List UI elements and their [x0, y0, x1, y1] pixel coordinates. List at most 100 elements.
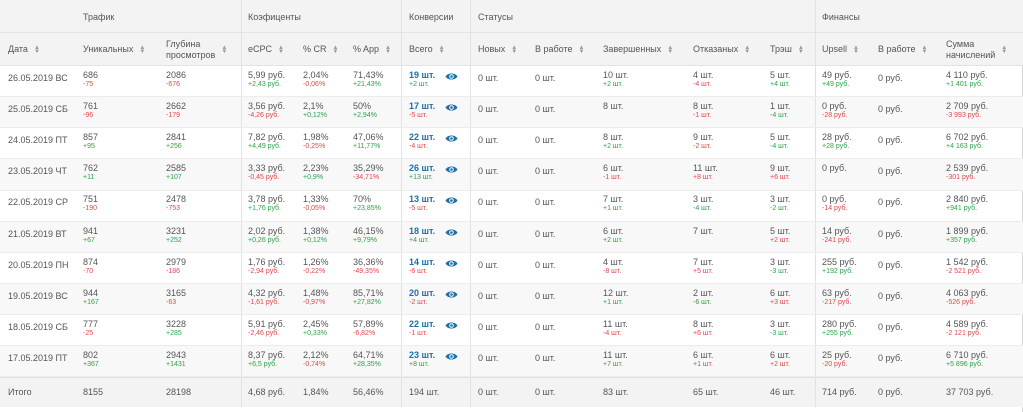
group-statuses: Статусы [478, 12, 513, 22]
cell-upsell: 0 руб. [822, 163, 847, 174]
group-finance: Финансы [822, 12, 860, 22]
cell-app: 70% [353, 194, 372, 205]
cell-app-delta: +11,77% [353, 143, 381, 151]
cell-trash-delta: +2 шт. [770, 236, 790, 244]
eye-icon[interactable] [445, 321, 458, 330]
sort-arrows-icon[interactable]: ▲ ▼ [853, 44, 859, 55]
col-in-work[interactable]: В работе ▲ ▼ [535, 44, 585, 55]
eye-icon[interactable] [445, 352, 458, 361]
cell-cr-delta: -0,06% [303, 81, 326, 88]
cell-app: 71,43% [353, 70, 384, 80]
sort-arrows-icon[interactable]: ▲ ▼ [221, 44, 228, 55]
cell-ecpc: 3,78 руб. [248, 194, 286, 205]
cell-total[interactable]: 13 шт. [409, 194, 436, 205]
cell-total[interactable]: 14 шт. [409, 256, 436, 267]
sort-arrows-icon[interactable]: ▲ ▼ [332, 44, 339, 55]
eye-icon[interactable] [445, 228, 458, 237]
cell-unique: 944 [83, 287, 99, 298]
sort-arrows-icon[interactable]: ▲ ▼ [797, 44, 804, 55]
eye-icon[interactable] [445, 103, 458, 112]
cell-ecpc-delta: -2,94 руб. [248, 267, 280, 275]
col-app[interactable]: % App ▲ ▼ [353, 44, 391, 55]
cell-done-delta: -8 шт. [603, 267, 622, 275]
cell-total[interactable]: 23 шт. [409, 349, 436, 360]
eye-icon[interactable] [445, 165, 458, 174]
sort-arrows-icon[interactable]: ▲ ▼ [1001, 44, 1008, 55]
col-upsell[interactable]: Upsell ▲ ▼ [822, 44, 859, 55]
sort-arrows-icon[interactable]: ▲ ▼ [385, 44, 391, 55]
cell-total[interactable]: 22 шт. [409, 318, 436, 329]
col-unique[interactable]: Уникальных ▲ ▼ [83, 44, 146, 55]
sort-arrows-icon[interactable]: ▲ ▼ [744, 44, 751, 55]
cell-sum: 2 709 руб. [946, 101, 989, 112]
cell-ecpc: 5,99 руб. [248, 70, 286, 80]
cell-fin-in-work: 0 руб. [878, 197, 903, 208]
cell-upsell: 0 руб. [822, 194, 847, 205]
cell-ecpc: 8,37 руб. [248, 349, 286, 360]
sort-arrows-icon[interactable]: ▲ ▼ [139, 44, 146, 55]
col-rejected[interactable]: Отказаных ▲ ▼ [693, 44, 751, 55]
col-depth[interactable]: Глубина просмотров ▲ ▼ [166, 38, 228, 60]
cell-total[interactable]: 18 шт. [409, 225, 436, 236]
cell-total[interactable]: 17 шт. [409, 101, 436, 112]
sort-arrows-icon[interactable]: ▲ ▼ [511, 44, 518, 55]
cell-in-work: 0 шт. [535, 73, 556, 83]
sort-arrows-icon[interactable]: ▲ ▼ [278, 44, 284, 55]
cell-date: 24.05.2019 ПТ [8, 135, 68, 146]
cell-total[interactable]: 19 шт. [409, 70, 436, 80]
cell-rejected: 2 шт. [693, 287, 714, 298]
cell-fin-in-work: 0 руб. [878, 166, 903, 177]
cell-total-delta: -5 шт. [409, 205, 428, 213]
cell-depth-delta: +256 [166, 143, 182, 151]
table-row: 18.05.2019 СБ 777 -25 3228 +285 5,91 руб. -2,4… [0, 314, 1023, 347]
cell-total-delta: +4 шт. [409, 236, 429, 244]
col-cr[interactable]: % CR ▲ ▼ [303, 44, 339, 55]
cell-total[interactable]: 26 шт. [409, 163, 436, 174]
sort-arrows-icon[interactable]: ▲ ▼ [921, 44, 928, 55]
cell-app-delta: -6,82% [353, 329, 376, 337]
cell-unique-delta: +167 [83, 298, 99, 306]
table-row: 20.05.2019 ПН 874 -70 2979 -186 1,76 руб. -2,9… [0, 252, 1023, 284]
cell-fin-in-work: 0 руб. [878, 352, 903, 363]
table-row: 24.05.2019 ПТ 857 +95 2841 +256 7,82 руб. +4,4… [0, 128, 1023, 160]
cell-unique: 777 [83, 318, 99, 329]
cell-depth-delta: +107 [166, 174, 182, 182]
sort-arrows-icon[interactable]: ▲ ▼ [667, 44, 674, 55]
cell-depth-delta: -186 [166, 267, 181, 275]
eye-icon[interactable] [445, 134, 458, 143]
cell-date: 19.05.2019 ВС [8, 290, 68, 301]
cell-done: 10 шт. [603, 70, 629, 80]
cell-date: 25.05.2019 СБ [8, 104, 68, 115]
cell-rejected: 6 шт. [693, 349, 714, 360]
cell-app-delta: +2,94% [353, 112, 377, 120]
cell-total[interactable]: 22 шт. [409, 132, 436, 143]
cell-trash-delta: -3 шт. [770, 329, 789, 337]
col-ecpc[interactable]: eCPC ▲ ▼ [248, 44, 284, 55]
col-sum[interactable]: Сумма начислений ▲ ▼ [946, 38, 1008, 60]
eye-icon[interactable] [445, 290, 458, 299]
cell-unique: 762 [83, 163, 99, 174]
sort-arrows-icon[interactable]: ▲ ▼ [578, 44, 585, 55]
cell-app-delta: +9,79% [353, 236, 377, 244]
col-date[interactable]: Дата ▲ ▼ [8, 44, 40, 55]
cell-fin-in-work: 0 руб. [878, 228, 903, 239]
cell-ecpc-delta: -0,45 руб. [248, 174, 280, 182]
eye-icon[interactable] [445, 72, 458, 81]
cell-total[interactable]: 20 шт. [409, 287, 436, 298]
col-done[interactable]: Завершенных ▲ ▼ [603, 44, 674, 55]
eye-icon[interactable] [445, 196, 458, 205]
cell-sum-delta: -2 121 руб. [946, 329, 982, 337]
cell-ecpc-delta: -1,61 руб. [248, 298, 280, 306]
col-fin-in-work[interactable]: В работе ▲ ▼ [878, 44, 928, 55]
col-trash[interactable]: Трэш ▲ ▼ [770, 44, 804, 55]
col-new[interactable]: Новых ▲ ▼ [478, 44, 518, 55]
sort-arrows-icon[interactable]: ▲ ▼ [33, 44, 40, 55]
col-total[interactable]: Всего ▲ ▼ [409, 44, 445, 55]
cell-unique-delta: +367 [83, 360, 99, 368]
cell-sum-delta: -526 руб. [946, 298, 976, 306]
sort-arrows-icon[interactable]: ▲ ▼ [438, 44, 445, 55]
cell-depth-delta: +252 [166, 236, 182, 244]
cell-depth-delta: -179 [166, 112, 181, 120]
eye-icon[interactable] [445, 259, 458, 268]
cell-new: 0 шт. [478, 73, 499, 83]
